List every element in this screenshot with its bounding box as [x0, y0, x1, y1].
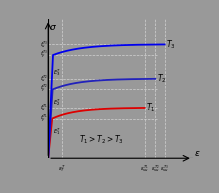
- Text: $f_y^{T_3}$: $f_y^{T_3}$: [40, 49, 48, 61]
- Text: $T_1 > T_2 > T_3$: $T_1 > T_2 > T_3$: [79, 133, 124, 146]
- Text: $\varepsilon$: $\varepsilon$: [194, 149, 201, 158]
- Text: $f_u^{T_1}$: $f_u^{T_1}$: [40, 102, 48, 113]
- Text: $E_1^T$: $E_1^T$: [53, 126, 61, 137]
- Text: $\varepsilon_{su}^{T_2}$: $\varepsilon_{su}^{T_2}$: [151, 163, 160, 174]
- Text: $E_2^T$: $E_2^T$: [53, 97, 61, 108]
- Text: $\varepsilon_T^T$: $\varepsilon_T^T$: [58, 163, 65, 174]
- Text: $f_y^{T_2}$: $f_y^{T_2}$: [40, 83, 48, 96]
- Text: $T_1$: $T_1$: [146, 102, 155, 114]
- Text: $E_3^T$: $E_3^T$: [53, 67, 61, 78]
- Text: $f_u^{T_3}$: $f_u^{T_3}$: [40, 39, 48, 50]
- Text: $T_2$: $T_2$: [157, 73, 166, 85]
- Text: $\sigma$: $\sigma$: [49, 24, 57, 32]
- Text: $T_3$: $T_3$: [166, 38, 176, 51]
- Text: $\varepsilon_{su}^{T_1}$: $\varepsilon_{su}^{T_1}$: [140, 163, 149, 174]
- Text: $\varepsilon_{su}^{T_3}$: $\varepsilon_{su}^{T_3}$: [160, 163, 169, 174]
- Text: $f_u^{T_2}$: $f_u^{T_2}$: [40, 74, 48, 84]
- Text: $f_y^{T_1}$: $f_y^{T_1}$: [40, 113, 48, 125]
